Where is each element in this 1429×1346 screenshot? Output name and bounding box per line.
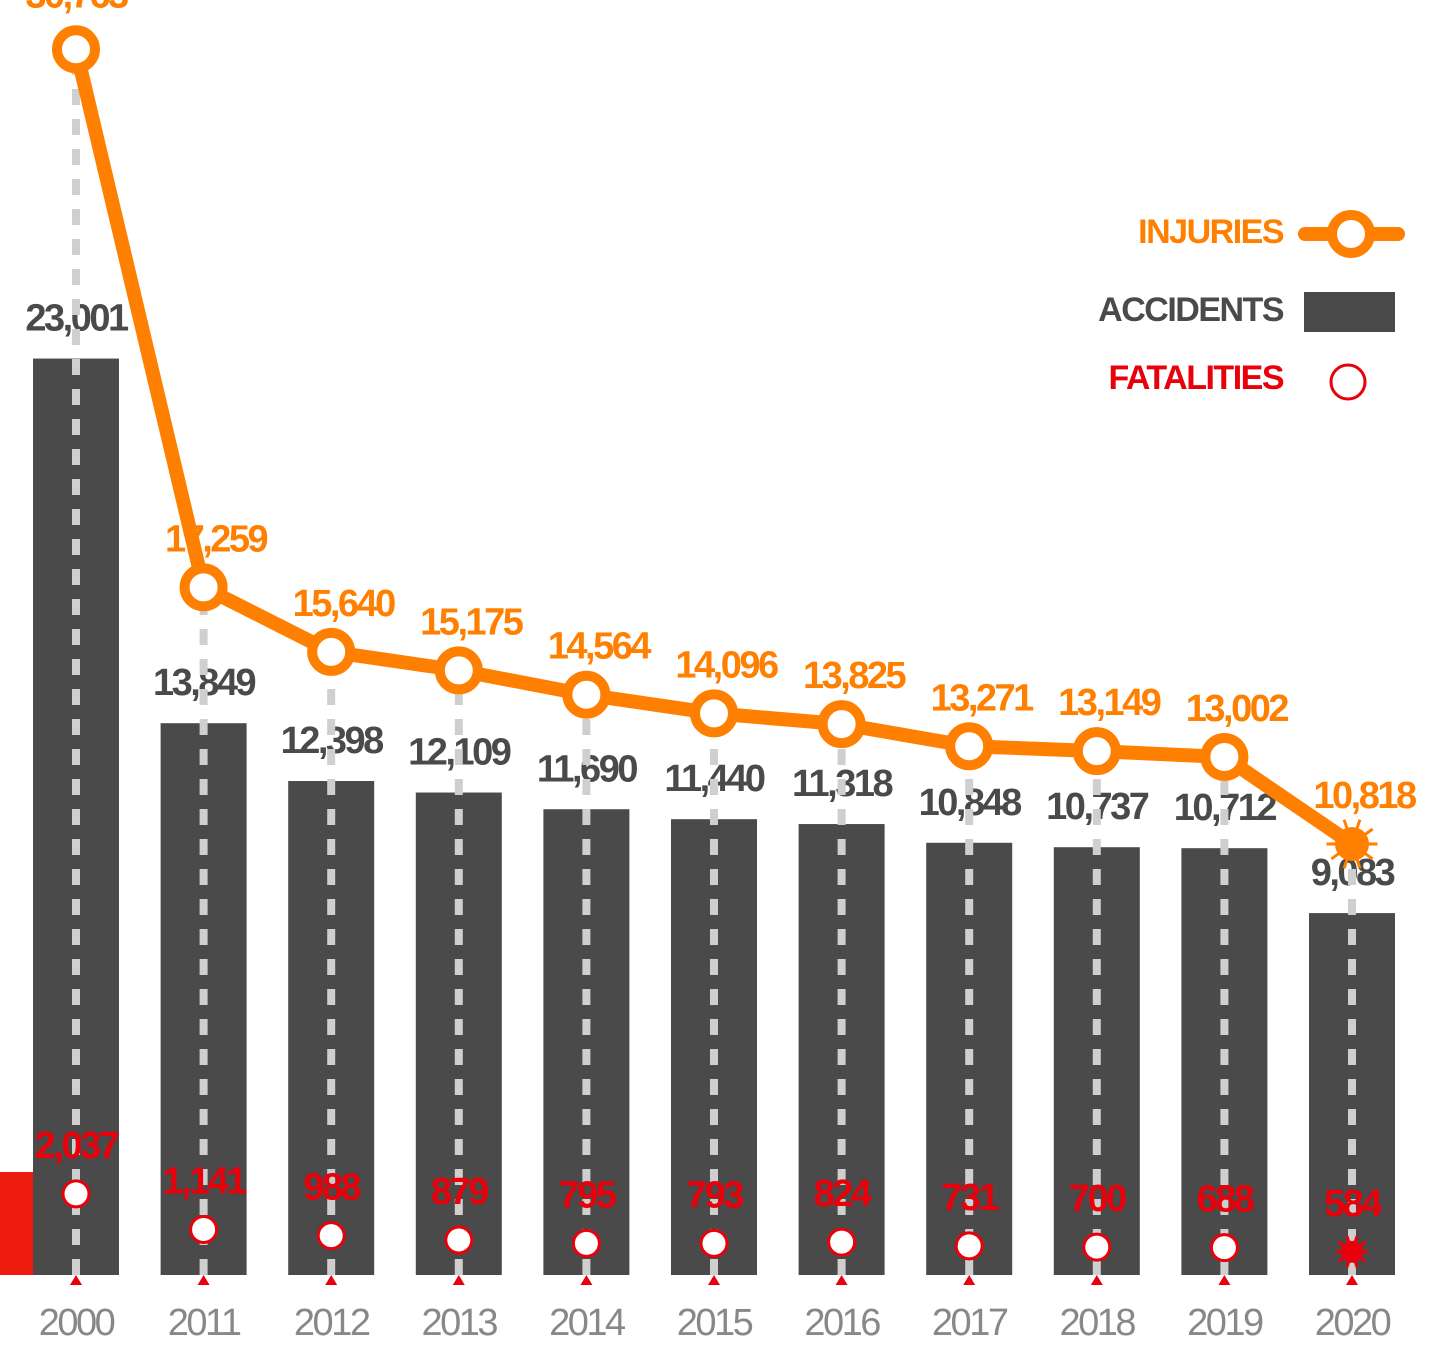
x-tick-label: 2013 <box>422 1302 498 1344</box>
baseline-marker <box>1346 1275 1358 1285</box>
fatality-label: 700 <box>1069 1178 1126 1220</box>
fatality-point <box>1209 1233 1239 1263</box>
fatality-label: 795 <box>558 1174 616 1216</box>
fatality-point <box>699 1228 729 1258</box>
fatality-point <box>954 1231 984 1261</box>
injury-label: 13,271 <box>931 677 1035 719</box>
fatality-label: 879 <box>431 1171 488 1213</box>
x-tick-label: 2017 <box>932 1302 1008 1344</box>
legend-point <box>1327 210 1375 258</box>
fatality-point <box>61 1179 91 1209</box>
virus-marker <box>1335 1235 1369 1268</box>
injury-point <box>434 646 483 695</box>
fatality-point <box>1082 1232 1112 1262</box>
injury-label: 17,259 <box>165 518 268 560</box>
fatality-label: 584 <box>1324 1183 1382 1225</box>
fatality-label: 988 <box>303 1167 360 1209</box>
fatality-point <box>316 1221 346 1251</box>
x-tick-label: 2014 <box>549 1302 626 1344</box>
x-tick-label: 2000 <box>39 1302 115 1344</box>
legend-swatch <box>1304 292 1395 332</box>
legend-label: FATALITIES <box>1108 359 1283 397</box>
edge-decoration <box>0 1172 35 1275</box>
baseline-marker <box>70 1275 82 1285</box>
baseline-marker <box>708 1275 720 1285</box>
injury-point <box>690 689 738 738</box>
injury-point <box>1072 727 1121 776</box>
injury-point <box>817 700 866 749</box>
injury-label: 15,175 <box>420 601 524 643</box>
baseline-marker <box>963 1275 976 1285</box>
fatality-label: 1,141 <box>162 1161 247 1203</box>
injury-label: 30,763 <box>25 0 128 16</box>
legend-point <box>1329 363 1367 401</box>
legend-label: INJURIES <box>1138 213 1284 251</box>
x-tick-label: 2015 <box>677 1302 753 1344</box>
injury-label: 13,149 <box>1058 682 1161 724</box>
baseline-marker <box>1090 1275 1103 1285</box>
virus-body <box>1335 826 1369 861</box>
injury-point <box>945 722 994 771</box>
injury-point <box>307 627 356 676</box>
x-tick-label: 2011 <box>168 1302 241 1344</box>
fatality-label: 793 <box>686 1174 743 1216</box>
bar <box>543 809 630 1275</box>
baseline-marker <box>1218 1275 1231 1285</box>
baseline-marker <box>325 1275 338 1285</box>
baseline-marker <box>197 1275 210 1285</box>
fatality-point <box>189 1215 219 1245</box>
fatality-label: 731 <box>941 1177 999 1219</box>
fatality-label: 688 <box>1196 1179 1253 1221</box>
injury-point <box>1200 732 1249 781</box>
x-tick-label: 2012 <box>294 1302 370 1344</box>
injury-label: 13,825 <box>803 655 907 697</box>
fatality-point <box>571 1228 601 1258</box>
injury-point <box>562 670 611 719</box>
injury-label: 15,640 <box>293 583 396 625</box>
fatality-point <box>827 1227 857 1257</box>
fatality-point <box>444 1225 474 1255</box>
fatality-label: 2,037 <box>35 1125 119 1167</box>
baseline-marker <box>580 1275 593 1285</box>
baseline-marker <box>452 1275 465 1285</box>
virus-body <box>1341 1240 1363 1263</box>
legend: INJURIES ACCIDENTS FATALITIES <box>1098 210 1405 401</box>
x-tick-label: 2020 <box>1315 1302 1391 1344</box>
injury-label: 14,564 <box>548 626 652 668</box>
virus-marker <box>1326 819 1378 869</box>
injury-point <box>52 25 100 74</box>
baseline-marker <box>835 1275 848 1285</box>
fatality-label: 824 <box>814 1173 872 1215</box>
injury-label: 10,818 <box>1313 775 1416 817</box>
legend-label: ACCIDENTS <box>1098 291 1284 329</box>
x-tick-label: 2018 <box>1060 1302 1136 1344</box>
injury-label: 13,002 <box>1186 688 1289 730</box>
injury-point <box>179 563 228 612</box>
x-tick-label: 2016 <box>804 1302 880 1344</box>
x-tick-label: 2019 <box>1187 1302 1263 1344</box>
injury-label: 14,096 <box>675 644 778 686</box>
